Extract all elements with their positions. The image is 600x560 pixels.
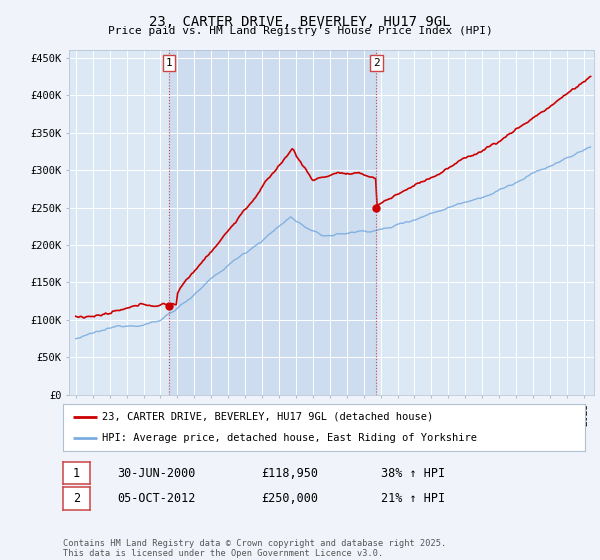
Text: Price paid vs. HM Land Registry's House Price Index (HPI): Price paid vs. HM Land Registry's House … [107, 26, 493, 36]
Text: HPI: Average price, detached house, East Riding of Yorkshire: HPI: Average price, detached house, East… [102, 433, 477, 444]
Text: 2: 2 [73, 492, 80, 505]
Text: 23, CARTER DRIVE, BEVERLEY, HU17 9GL (detached house): 23, CARTER DRIVE, BEVERLEY, HU17 9GL (de… [102, 412, 433, 422]
Text: 05-OCT-2012: 05-OCT-2012 [117, 492, 196, 505]
Text: 21% ↑ HPI: 21% ↑ HPI [381, 492, 445, 505]
Text: £250,000: £250,000 [261, 492, 318, 505]
Text: 2: 2 [373, 58, 380, 68]
Text: 1: 1 [166, 58, 172, 68]
Text: 23, CARTER DRIVE, BEVERLEY, HU17 9GL: 23, CARTER DRIVE, BEVERLEY, HU17 9GL [149, 15, 451, 29]
Bar [169, 50, 376, 395]
Text: 38% ↑ HPI: 38% ↑ HPI [381, 466, 445, 480]
Text: 1: 1 [73, 466, 80, 480]
Text: 30-JUN-2000: 30-JUN-2000 [117, 466, 196, 480]
Text: Contains HM Land Registry data © Crown copyright and database right 2025.
This d: Contains HM Land Registry data © Crown c… [63, 539, 446, 558]
Text: £118,950: £118,950 [261, 466, 318, 480]
